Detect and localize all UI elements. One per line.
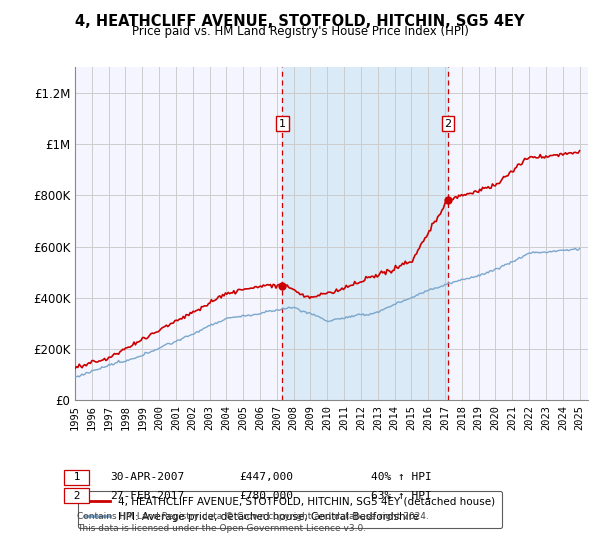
Text: 30-APR-2007: 30-APR-2007 [110,472,184,482]
Text: 2: 2 [67,491,87,501]
Text: Price paid vs. HM Land Registry's House Price Index (HPI): Price paid vs. HM Land Registry's House … [131,25,469,38]
Text: £447,000: £447,000 [239,472,293,482]
Text: Contains HM Land Registry data © Crown copyright and database right 2024.: Contains HM Land Registry data © Crown c… [77,512,428,521]
Bar [283,67,448,400]
Text: 1: 1 [279,119,286,129]
Text: 63% ↑ HPI: 63% ↑ HPI [371,491,431,501]
Text: 4, HEATHCLIFF AVENUE, STOTFOLD, HITCHIN, SG5 4EY: 4, HEATHCLIFF AVENUE, STOTFOLD, HITCHIN,… [75,14,525,29]
Text: 40% ↑ HPI: 40% ↑ HPI [371,472,431,482]
Text: 2: 2 [445,119,451,129]
Legend: 4, HEATHCLIFF AVENUE, STOTFOLD, HITCHIN, SG5 4EY (detached house), HPI: Average : 4, HEATHCLIFF AVENUE, STOTFOLD, HITCHIN,… [77,491,502,528]
Text: This data is licensed under the Open Government Licence v3.0.: This data is licensed under the Open Gov… [77,524,366,533]
Text: £780,000: £780,000 [239,491,293,501]
Text: 1: 1 [67,472,87,482]
Text: 27-FEB-2017: 27-FEB-2017 [110,491,184,501]
